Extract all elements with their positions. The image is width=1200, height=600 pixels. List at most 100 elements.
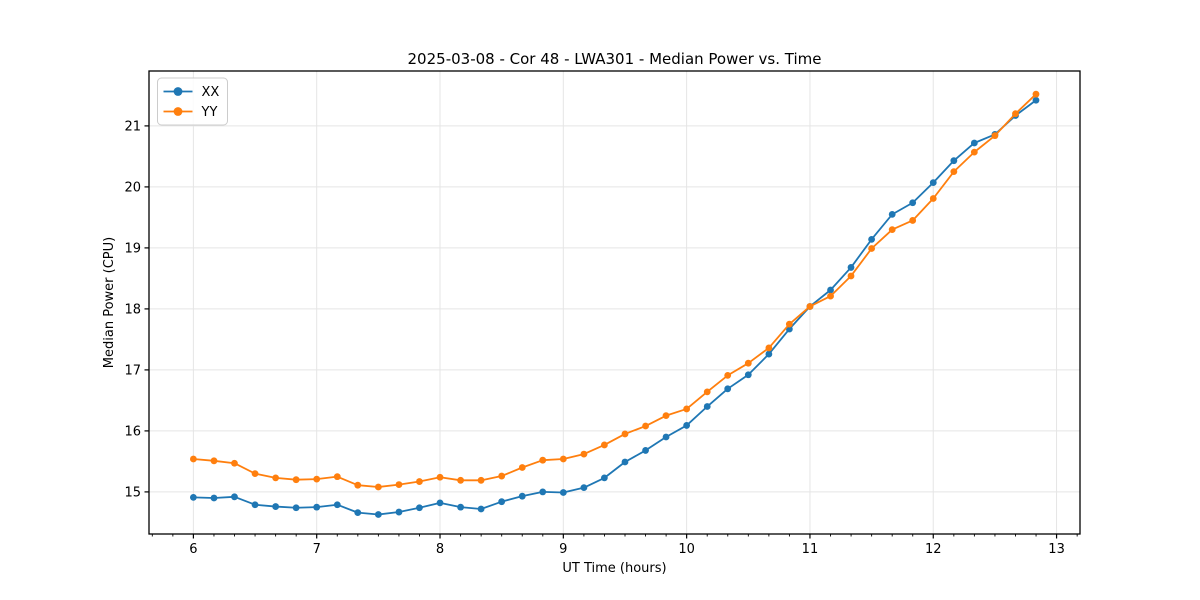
data-point-yy	[806, 303, 814, 310]
chart-title: 2025-03-08 - Cor 48 - LWA301 - Median Po…	[408, 50, 822, 68]
data-point-xx	[189, 493, 197, 501]
data-point-yy	[333, 473, 341, 481]
data-point-xx	[539, 488, 547, 496]
data-point-yy	[395, 481, 403, 488]
data-point-yy	[518, 464, 526, 471]
x-axis-label: UT Time (hours)	[562, 561, 666, 576]
data-point-xx	[744, 371, 752, 379]
data-point-yy	[662, 412, 670, 420]
data-point-yy	[272, 474, 280, 482]
x-tick-label: 8	[436, 542, 444, 557]
gridlines	[149, 71, 1080, 534]
data-point-yy	[621, 430, 629, 438]
data-point-yy	[724, 371, 732, 379]
data-point-yy	[827, 292, 834, 300]
data-point-yy	[1032, 90, 1040, 98]
data-point-xx	[436, 499, 444, 507]
y-tick-label: 19	[124, 241, 141, 256]
data-point-yy	[292, 476, 300, 484]
data-point-yy	[1012, 110, 1019, 118]
y-tick-label: 21	[124, 119, 141, 134]
data-point-yy	[600, 441, 608, 449]
data-point-yy	[210, 457, 218, 465]
data-point-xx	[683, 422, 691, 429]
data-point-yy	[868, 245, 876, 252]
data-point-xx	[251, 501, 259, 509]
data-point-xx	[416, 504, 423, 512]
legend-swatch-marker	[173, 107, 183, 116]
data-point-xx	[950, 157, 958, 165]
x-tick-label: 13	[1048, 542, 1065, 557]
data-point-xx	[600, 474, 608, 482]
data-point-yy	[457, 476, 465, 484]
data-point-xx	[272, 503, 280, 510]
data-point-yy	[231, 459, 238, 467]
data-point-xx	[724, 385, 732, 393]
data-point-xx	[313, 503, 321, 511]
data-point-xx	[868, 235, 876, 243]
x-tick-label: 9	[559, 542, 567, 557]
data-point-xx	[457, 503, 465, 511]
x-tick-label: 6	[189, 542, 197, 557]
legend-swatch-marker	[173, 87, 183, 96]
data-point-xx	[621, 458, 629, 466]
data-point-yy	[765, 344, 773, 352]
legend-label: XX	[202, 85, 220, 100]
data-point-yy	[539, 456, 547, 464]
data-point-yy	[847, 272, 855, 280]
x-tick-label: 11	[802, 542, 819, 557]
series	[189, 90, 1040, 518]
data-point-xx	[498, 498, 506, 506]
y-tick-label: 17	[124, 363, 141, 378]
data-point-xx	[703, 403, 711, 410]
x-tick-label: 10	[678, 542, 695, 557]
data-point-xx	[292, 504, 300, 512]
data-point-xx	[580, 484, 588, 492]
data-point-xx	[1032, 96, 1040, 104]
data-point-xx	[765, 350, 773, 358]
data-point-yy	[929, 195, 937, 202]
data-point-xx	[662, 433, 670, 441]
y-axis-label: Median Power (CPU)	[102, 237, 117, 368]
data-point-yy	[416, 478, 423, 485]
data-point-xx	[395, 508, 403, 516]
data-point-yy	[354, 481, 362, 489]
data-point-yy	[909, 217, 917, 224]
data-point-xx	[929, 179, 937, 187]
data-point-xx	[518, 492, 526, 500]
data-point-xx	[970, 139, 978, 147]
data-point-xx	[231, 493, 238, 501]
x-tick-label: 7	[313, 542, 321, 557]
data-point-yy	[251, 470, 259, 478]
data-point-yy	[744, 359, 752, 367]
y-tick-label: 20	[124, 180, 141, 195]
y-tick-label: 16	[124, 424, 141, 439]
y-tick-label: 18	[124, 302, 141, 317]
data-point-xx	[210, 494, 218, 502]
axes: 6 7 8 9 10 11 12 13 15 16 17 18 19 20 21	[124, 70, 1081, 557]
series-line-yy	[193, 93, 1037, 488]
data-point-yy	[436, 473, 444, 481]
data-point-yy	[313, 475, 321, 483]
data-point-yy	[950, 168, 958, 176]
data-point-yy	[189, 455, 197, 463]
x-tick-label: 12	[925, 542, 942, 557]
data-point-yy	[683, 405, 691, 413]
data-point-xx	[477, 505, 485, 513]
data-point-yy	[991, 132, 999, 140]
data-point-xx	[642, 447, 649, 454]
data-point-yy	[703, 388, 711, 396]
data-point-yy	[888, 226, 896, 234]
legend: XX YY	[157, 77, 228, 126]
data-point-xx	[909, 199, 917, 207]
data-point-yy	[580, 450, 588, 458]
data-point-xx	[827, 286, 834, 294]
legend-label: YY	[201, 105, 218, 120]
data-point-yy	[970, 148, 978, 156]
data-point-yy	[374, 483, 382, 491]
series-line-xx	[193, 99, 1037, 516]
data-point-yy	[498, 472, 506, 480]
y-tick-label: 15	[124, 485, 141, 500]
